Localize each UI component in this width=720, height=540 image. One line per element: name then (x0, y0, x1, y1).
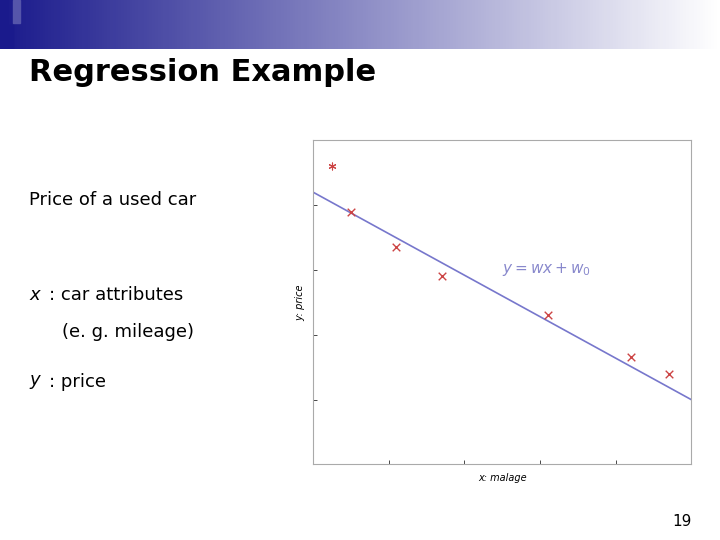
Point (326, 162, 338, 171)
Point (390, 243, 402, 252)
Point (436, 272, 447, 281)
Text: : car attributes: : car attributes (49, 286, 184, 303)
Point (625, 353, 636, 362)
Text: Regression Example: Regression Example (29, 58, 376, 87)
Text: $x$: $x$ (29, 286, 42, 303)
Bar (0, 0, 7, 23)
Point (662, 369, 674, 378)
X-axis label: x: malage: x: malage (478, 474, 526, 483)
Text: $y$: $y$ (29, 373, 42, 390)
Y-axis label: y: price: y: price (296, 284, 305, 321)
Point (541, 311, 553, 320)
Text: Price of a used car: Price of a used car (29, 191, 196, 209)
Text: $y = wx+w_0$: $y = wx+w_0$ (502, 261, 591, 279)
Text: (e. g. mileage): (e. g. mileage) (62, 323, 194, 341)
Bar (13, 0, 20, 23)
Text: : price: : price (49, 373, 107, 390)
Text: 19: 19 (672, 514, 691, 529)
Point (346, 207, 357, 216)
Bar (0, 25, 13, 49)
